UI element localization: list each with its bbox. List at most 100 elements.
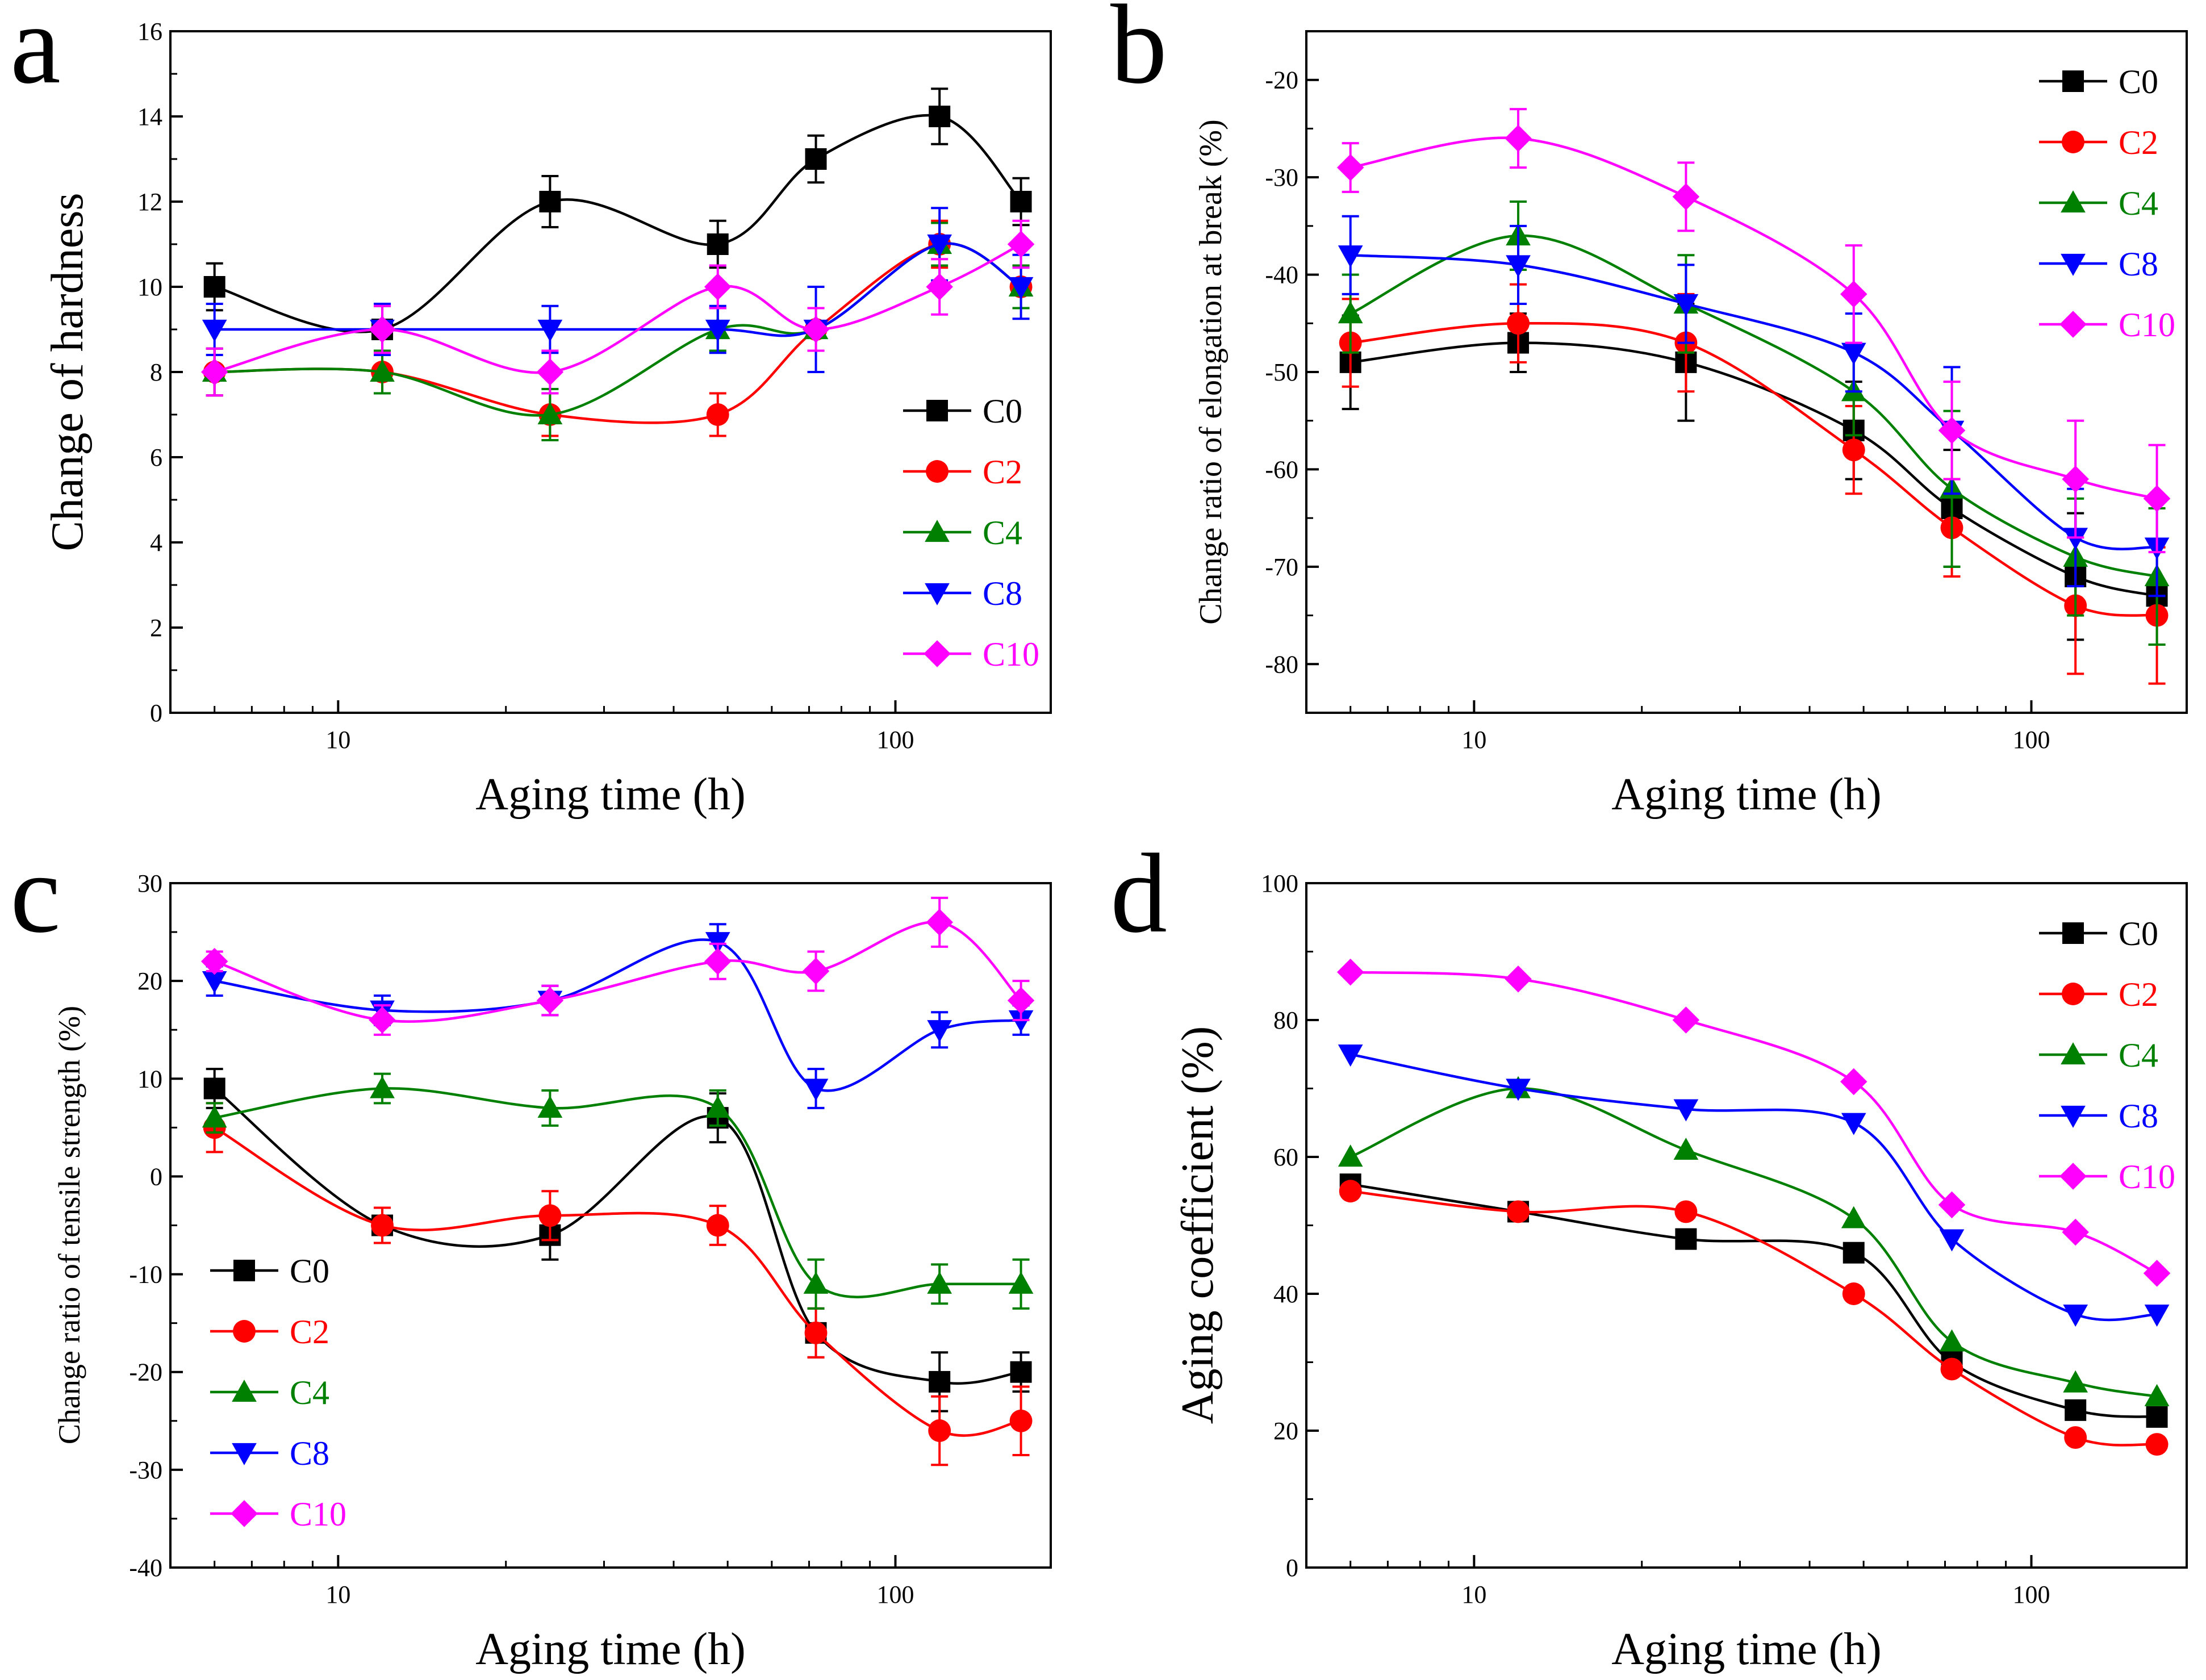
legend-item-c8: C8 xyxy=(2039,245,2158,283)
legend-label: C0 xyxy=(2119,915,2158,952)
legend-label: C2 xyxy=(2119,124,2158,161)
panel-b-point xyxy=(1841,342,1866,365)
panel-a-point xyxy=(536,358,564,386)
legend-marker xyxy=(2061,1105,2086,1128)
panel-d-point xyxy=(1940,1357,1963,1381)
panel-b-frame xyxy=(1305,30,2188,714)
panel-c-point xyxy=(704,947,732,975)
panel-b-xtick-label: 100 xyxy=(2013,726,2050,754)
panel-c-point xyxy=(1008,1010,1034,1033)
legend-item-c4: C4 xyxy=(2039,185,2158,222)
legend-label: C10 xyxy=(983,636,1039,673)
panel-d-ylabel: Aging coefficient (%) xyxy=(1173,1026,1223,1424)
panel-b-legend: C0 C2 C4 C8 C10 xyxy=(2039,63,2175,344)
panel-c-frame xyxy=(169,882,1052,1569)
panel-d-point xyxy=(1338,1044,1363,1067)
legend-label: C8 xyxy=(290,1435,329,1472)
panel-b-ytick-label: -80 xyxy=(1265,650,1298,678)
panel-c-xtick-label: 100 xyxy=(877,1581,914,1608)
panel-c-point xyxy=(1009,1409,1033,1432)
panel-c-point xyxy=(536,987,564,1014)
panel-c-point xyxy=(369,1006,396,1034)
panel-a-ytick-label: 0 xyxy=(150,699,162,727)
legend-marker xyxy=(232,1443,257,1465)
panel-c-point xyxy=(803,1079,829,1101)
panel-d-point xyxy=(2063,1305,2088,1327)
panel-d-point xyxy=(1673,1138,1699,1160)
panel-d-point xyxy=(1939,1329,1965,1352)
legend-label: C10 xyxy=(2119,306,2175,344)
legend-item-c10: C10 xyxy=(210,1495,346,1533)
panel-a-ytick-label: 8 xyxy=(150,358,162,386)
legend-label: C10 xyxy=(290,1495,346,1533)
panel-c: c -40 -30 -20 -10 0 10 20 30 10 100 C0 C2 C4 C8 C10 Ag… xyxy=(10,831,1052,1674)
panel-a-point xyxy=(704,273,732,300)
legend-marker xyxy=(2062,983,2084,1005)
panel-d-ytick-label: 20 xyxy=(1273,1417,1298,1445)
panel-a-point xyxy=(537,402,563,425)
legend-marker xyxy=(926,400,948,421)
panel-a-point xyxy=(705,319,730,342)
legend-item-c2: C2 xyxy=(210,1313,329,1351)
panel-c-point xyxy=(804,1321,828,1344)
legend-label: C4 xyxy=(2119,1037,2158,1074)
panel-c-point xyxy=(928,1419,951,1442)
legend-item-c4: C4 xyxy=(2039,1037,2158,1074)
legend-item-c10: C10 xyxy=(2039,1158,2175,1196)
panel-c-point xyxy=(537,1096,563,1118)
panel-b-ytick-label: -70 xyxy=(1265,553,1298,581)
panel-d-series-c4 xyxy=(1338,1076,2170,1406)
panel-d-point xyxy=(1506,1079,1531,1101)
panel-d-point xyxy=(2064,1426,2087,1449)
legend-item-c0: C0 xyxy=(2039,63,2158,101)
panel-d-point xyxy=(1339,1180,1362,1203)
panel-c-point xyxy=(203,1077,225,1100)
legend-marker xyxy=(925,583,950,605)
panel-a-point xyxy=(202,319,227,342)
legend-marker xyxy=(2061,190,2086,213)
panel-a: a 0 2 4 6 8 10 12 14 16 10 100 C0 C2 C4 C8 C10 Aging ti… xyxy=(10,0,1052,820)
panel-b-point xyxy=(1505,124,1532,152)
panel-b-point xyxy=(1336,154,1364,181)
panel-a-xtick-label: 100 xyxy=(877,726,914,754)
legend-label: C2 xyxy=(290,1313,329,1351)
panel-b-point xyxy=(1338,301,1363,324)
panel-letter-c: c xyxy=(10,831,61,956)
panel-d-point xyxy=(1938,1191,1966,1219)
panel-c-ytick-label: 30 xyxy=(137,870,162,897)
panel-c-ytick-label: -10 xyxy=(129,1261,162,1289)
panel-b-ytick-label: -50 xyxy=(1265,358,1298,386)
legend-label: C0 xyxy=(983,392,1022,430)
legend-marker xyxy=(233,1320,256,1343)
panel-b-xtick-label: 10 xyxy=(1461,726,1486,754)
panel-a-ytick-label: 16 xyxy=(137,18,162,45)
panel-a-point xyxy=(1008,277,1034,299)
legend-item-c0: C0 xyxy=(903,392,1022,430)
panel-c-point xyxy=(200,947,228,975)
legend-item-c0: C0 xyxy=(2039,915,2158,952)
panel-c-ytick-label: -30 xyxy=(129,1456,162,1484)
legend-label: C2 xyxy=(2119,976,2158,1013)
panel-d-frame xyxy=(1305,882,2188,1569)
panel-letter-d: d xyxy=(1110,831,1167,956)
panel-c-point xyxy=(202,1105,227,1128)
panel-d-series-c8 xyxy=(1338,1044,2170,1327)
legend-label: C8 xyxy=(983,575,1022,612)
panel-a-point xyxy=(537,319,563,342)
panel-b-ytick-label: -30 xyxy=(1265,164,1298,191)
legend-label: C4 xyxy=(983,514,1022,551)
panel-c-point xyxy=(926,909,953,936)
panel-c-point xyxy=(929,1370,951,1393)
panel-a-frame xyxy=(169,30,1052,714)
panel-d-point xyxy=(2062,1218,2089,1246)
panel-c-ytick-label: -20 xyxy=(129,1359,162,1386)
panel-c-point xyxy=(706,1214,729,1237)
panel-a-point xyxy=(1010,191,1032,212)
legend-marker xyxy=(926,460,949,483)
panel-d-point xyxy=(1505,965,1532,993)
legend-label: C4 xyxy=(2119,185,2158,222)
panel-d-point xyxy=(2144,1384,2170,1406)
